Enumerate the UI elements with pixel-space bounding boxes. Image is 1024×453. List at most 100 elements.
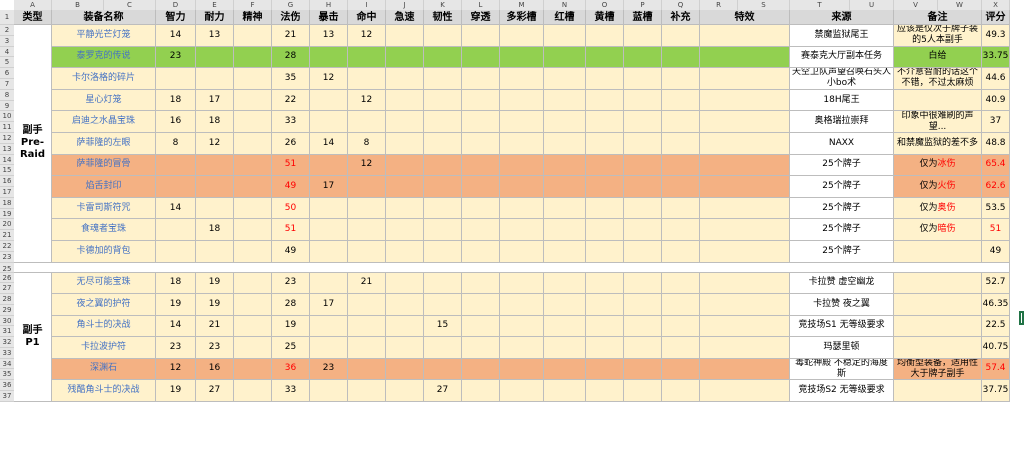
header-red[interactable]: 红槽 bbox=[544, 10, 586, 25]
source-cell[interactable]: 竞技场S1 无等级要求 bbox=[790, 315, 894, 338]
stat-extra[interactable] bbox=[662, 68, 700, 90]
score-cell[interactable]: 49 bbox=[982, 241, 1010, 263]
item-name[interactable]: 卡拉波护符 bbox=[52, 337, 156, 359]
row-number[interactable]: 13 bbox=[0, 143, 14, 155]
header-crit[interactable]: 暴击 bbox=[310, 10, 348, 25]
stat-crit[interactable] bbox=[310, 154, 348, 177]
row-number[interactable]: 34 bbox=[0, 358, 14, 370]
column-letter[interactable]: K bbox=[424, 0, 462, 10]
stat-haste[interactable] bbox=[386, 68, 424, 90]
row-number[interactable]: 2 bbox=[0, 25, 14, 36]
note-cell[interactable]: 均衡型装备，适用性大于牌子副手 bbox=[894, 358, 982, 381]
header-type[interactable]: 类型 bbox=[14, 10, 52, 25]
stat-multi[interactable] bbox=[500, 46, 544, 69]
stat-sp[interactable]: 49 bbox=[272, 241, 310, 263]
stat-special[interactable] bbox=[700, 197, 790, 220]
stat-multi[interactable] bbox=[500, 219, 544, 241]
stat-res[interactable] bbox=[424, 25, 462, 47]
stat-pen[interactable] bbox=[462, 68, 500, 90]
note-cell[interactable]: 仅为 冰伤 bbox=[894, 154, 982, 177]
source-cell[interactable]: 25个牌子 bbox=[790, 241, 894, 263]
stat-haste[interactable] bbox=[386, 133, 424, 155]
row-number[interactable]: 1 bbox=[0, 10, 14, 25]
stat-red[interactable] bbox=[544, 358, 586, 381]
stat-special[interactable] bbox=[700, 89, 790, 112]
item-name[interactable]: 卡雷司斯符咒 bbox=[52, 197, 156, 220]
score-cell[interactable]: 40.9 bbox=[982, 89, 1010, 112]
stat-hit[interactable] bbox=[348, 111, 386, 133]
stat-haste[interactable] bbox=[386, 197, 424, 220]
header-special[interactable]: 特效 bbox=[700, 10, 790, 25]
stat-int[interactable] bbox=[156, 219, 196, 241]
row-number[interactable]: 31 bbox=[0, 326, 14, 338]
source-cell[interactable]: 25个牌子 bbox=[790, 197, 894, 220]
stat-crit[interactable] bbox=[310, 89, 348, 112]
stat-extra[interactable] bbox=[662, 380, 700, 402]
stat-sp[interactable]: 51 bbox=[272, 219, 310, 241]
row-number[interactable]: 5 bbox=[0, 57, 14, 69]
item-name[interactable]: 无尽可能宝珠 bbox=[52, 272, 156, 295]
stat-spi[interactable] bbox=[234, 154, 272, 177]
header-int[interactable]: 智力 bbox=[156, 10, 196, 25]
stat-spi[interactable] bbox=[234, 380, 272, 402]
score-cell[interactable]: 37.75 bbox=[982, 380, 1010, 402]
stat-blue[interactable] bbox=[624, 68, 662, 90]
stat-sta[interactable]: 19 bbox=[196, 294, 234, 316]
stat-int[interactable] bbox=[156, 68, 196, 90]
source-cell[interactable]: 25个牌子 bbox=[790, 219, 894, 241]
stat-red[interactable] bbox=[544, 380, 586, 402]
row-number[interactable]: 30 bbox=[0, 315, 14, 327]
stat-blue[interactable] bbox=[624, 111, 662, 133]
stat-blue[interactable] bbox=[624, 219, 662, 241]
stat-yellow[interactable] bbox=[586, 272, 624, 295]
header-pen[interactable]: 穿透 bbox=[462, 10, 500, 25]
stat-int[interactable]: 19 bbox=[156, 380, 196, 402]
header-blue[interactable]: 蓝槽 bbox=[624, 10, 662, 25]
stat-crit[interactable] bbox=[310, 219, 348, 241]
score-cell[interactable]: 52.7 bbox=[982, 272, 1010, 295]
stat-blue[interactable] bbox=[624, 241, 662, 263]
stat-int[interactable] bbox=[156, 176, 196, 198]
stat-haste[interactable] bbox=[386, 358, 424, 381]
row-number[interactable]: 12 bbox=[0, 133, 14, 144]
row-number[interactable]: 25 bbox=[0, 264, 14, 273]
stat-res[interactable] bbox=[424, 272, 462, 295]
stat-hit[interactable]: 21 bbox=[348, 272, 386, 295]
stat-multi[interactable] bbox=[500, 133, 544, 155]
stat-red[interactable] bbox=[544, 25, 586, 47]
stat-pen[interactable] bbox=[462, 154, 500, 177]
stat-sta[interactable] bbox=[196, 68, 234, 90]
note-cell[interactable] bbox=[894, 380, 982, 402]
stat-int[interactable]: 23 bbox=[156, 337, 196, 359]
item-name[interactable]: 卡尔洛格的碎片 bbox=[52, 68, 156, 90]
stat-special[interactable] bbox=[700, 68, 790, 90]
stat-sta[interactable] bbox=[196, 46, 234, 69]
stat-spi[interactable] bbox=[234, 176, 272, 198]
stat-blue[interactable] bbox=[624, 272, 662, 295]
stat-sp[interactable]: 23 bbox=[272, 272, 310, 295]
stat-blue[interactable] bbox=[624, 89, 662, 112]
stat-hit[interactable]: 12 bbox=[348, 25, 386, 47]
row-number[interactable]: 27 bbox=[0, 283, 14, 295]
column-letter[interactable]: V bbox=[894, 0, 938, 10]
stat-blue[interactable] bbox=[624, 337, 662, 359]
item-name[interactable]: 卡德加的背包 bbox=[52, 241, 156, 263]
row-number[interactable]: 32 bbox=[0, 337, 14, 348]
stat-blue[interactable] bbox=[624, 197, 662, 220]
stat-blue[interactable] bbox=[624, 133, 662, 155]
stat-crit[interactable] bbox=[310, 241, 348, 263]
item-name[interactable]: 萨菲隆的左眼 bbox=[52, 133, 156, 155]
stat-pen[interactable] bbox=[462, 25, 500, 47]
stat-special[interactable] bbox=[700, 25, 790, 47]
stat-red[interactable] bbox=[544, 272, 586, 295]
row-number[interactable]: 36 bbox=[0, 380, 14, 391]
stat-pen[interactable] bbox=[462, 272, 500, 295]
stat-multi[interactable] bbox=[500, 176, 544, 198]
stat-res[interactable] bbox=[424, 68, 462, 90]
stat-extra[interactable] bbox=[662, 358, 700, 381]
stat-red[interactable] bbox=[544, 68, 586, 90]
stat-sta[interactable] bbox=[196, 154, 234, 177]
score-cell[interactable]: 65.4 bbox=[982, 154, 1010, 177]
stat-special[interactable] bbox=[700, 380, 790, 402]
stat-pen[interactable] bbox=[462, 133, 500, 155]
